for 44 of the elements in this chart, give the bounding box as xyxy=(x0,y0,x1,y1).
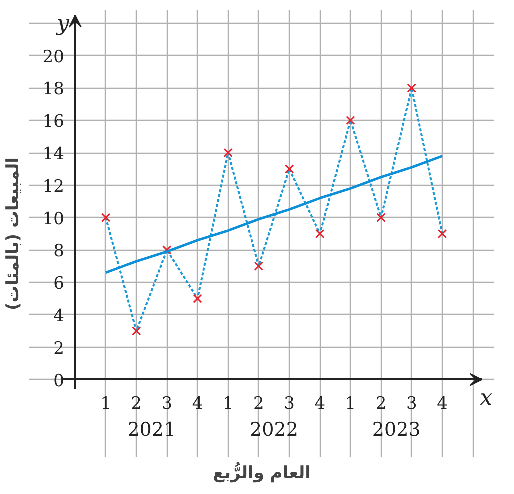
text: 2022 xyxy=(250,418,298,441)
x-tick-label: 3 xyxy=(162,394,173,414)
y-axis-title: المبيعات (بالمئات) xyxy=(4,158,24,310)
point xyxy=(132,326,142,336)
line-series xyxy=(104,155,444,274)
point xyxy=(407,84,417,93)
x-tick-label: 2 xyxy=(131,394,142,414)
y-tick-label: 10 xyxy=(42,209,64,230)
text: 2023 xyxy=(372,418,421,441)
x-tick-label: 1 xyxy=(100,394,112,414)
point xyxy=(162,246,172,255)
x-tick-label: 2 xyxy=(376,394,387,414)
point xyxy=(284,164,294,174)
y-tick-label: 12 xyxy=(42,176,64,197)
x-tick-label: 3 xyxy=(406,394,418,414)
y-tick-label: 16 xyxy=(42,112,64,132)
x-tick-label: 1 xyxy=(222,394,234,414)
x-tick-label: 4 xyxy=(314,394,326,414)
point xyxy=(315,229,325,239)
y-tick-label: 8 xyxy=(54,242,64,262)
y-tick-label: 6 xyxy=(54,274,64,294)
annotation: y xyxy=(56,11,70,36)
line-series xyxy=(104,87,444,332)
point xyxy=(101,213,111,222)
y-tick-label: 20 xyxy=(42,47,64,68)
x-tick-label: 1 xyxy=(345,394,356,414)
x-tick-label: 4 xyxy=(437,394,448,414)
point xyxy=(438,229,448,239)
point xyxy=(224,148,233,158)
point xyxy=(376,213,386,222)
y-tick-label: 18 xyxy=(42,80,64,100)
y-tick-label: 2 xyxy=(54,338,64,359)
text: x xyxy=(480,386,494,411)
x-tick-label: 2 xyxy=(254,394,264,414)
x-tick-label: 4 xyxy=(192,394,204,414)
x-tick-label: 3 xyxy=(284,394,295,414)
y-tick-label: 14 xyxy=(42,144,64,165)
point xyxy=(346,116,356,126)
y-tick-label: 4 xyxy=(54,306,64,326)
text: 2021 xyxy=(128,418,176,441)
point xyxy=(193,294,202,304)
point xyxy=(254,262,264,272)
x-axis-title: العام والرُّبع xyxy=(213,462,311,484)
y-tick-label: 0 xyxy=(54,371,64,392)
